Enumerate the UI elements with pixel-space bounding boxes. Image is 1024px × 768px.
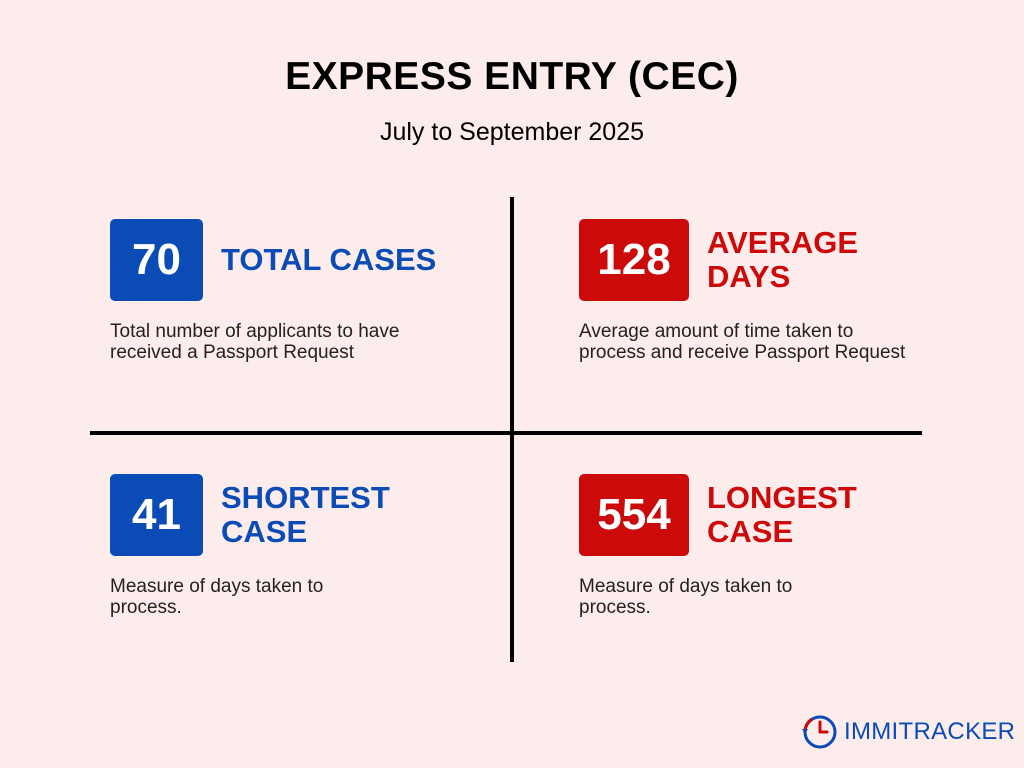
page-subtitle: July to September 2025	[379, 118, 645, 146]
logo-text-part1: IMMI	[844, 718, 899, 745]
stat-label: AVERAGE DAYS	[707, 225, 859, 294]
immitracker-logo: IMMITRACKER	[800, 712, 1015, 752]
logo-text: IMMITRACKER	[844, 718, 1015, 746]
stat-label: SHORTEST CASE	[221, 480, 390, 549]
logo-text-part2: TRACKER	[898, 718, 1016, 745]
stat-label: LONGEST CASE	[707, 480, 857, 549]
stat-description: Total number of applicants to have recei…	[110, 321, 400, 363]
clock-icon	[802, 715, 837, 749]
stat-value-badge: 41	[110, 474, 203, 556]
stat-description: Average amount of time taken to process …	[579, 321, 906, 363]
stat-description: Measure of days taken to process.	[579, 576, 793, 618]
stat-value-badge: 70	[110, 219, 203, 301]
vertical-divider	[510, 197, 514, 662]
stat-value-badge: 128	[579, 219, 689, 301]
horizontal-divider	[90, 431, 922, 435]
stat-description: Measure of days taken to process.	[110, 576, 324, 618]
stat-label: TOTAL CASES	[221, 242, 437, 277]
page-title: EXPRESS ENTRY (CEC)	[285, 55, 739, 98]
stat-value-badge: 554	[579, 474, 689, 556]
